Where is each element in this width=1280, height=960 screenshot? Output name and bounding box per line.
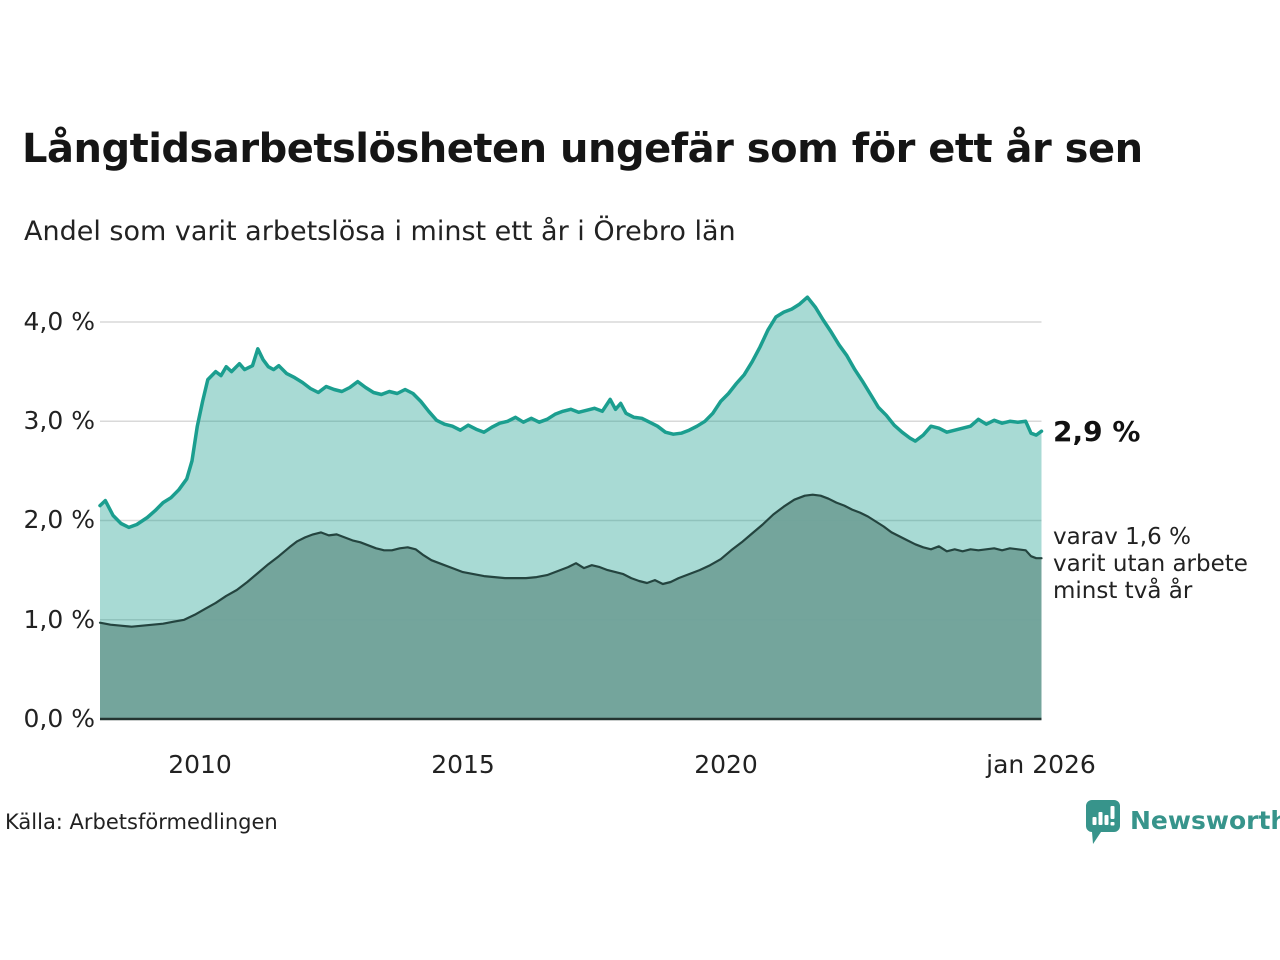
area-chart xyxy=(0,280,1280,800)
y-tick-3: 3,0 % xyxy=(23,406,95,435)
two-year-note-line2: varit utan arbete xyxy=(1053,551,1248,577)
y-tick-1: 1,0 % xyxy=(23,605,95,634)
newsworthy-branding: Newsworthy xyxy=(1085,799,1280,849)
y-tick-4: 4,0 % xyxy=(23,307,95,336)
area-chart-canvas xyxy=(98,295,1044,721)
newsworthy-wordmark: Newsworthy xyxy=(1130,806,1280,835)
x-tick-2020: 2020 xyxy=(694,750,758,779)
newsworthy-logo-icon xyxy=(1086,800,1120,844)
source-credit: Källa: Arbetsförmedlingen xyxy=(5,810,278,834)
y-tick-2: 2,0 % xyxy=(23,505,95,534)
latest-value-label: 2,9 % xyxy=(1053,415,1141,448)
chart-subtitle: Andel som varit arbetslösa i minst ett å… xyxy=(24,216,736,247)
x-tick-jan-2026: jan 2026 xyxy=(986,750,1096,779)
x-tick-2010: 2010 xyxy=(168,750,232,779)
page-title: Långtidsarbetslösheten ungefär som för e… xyxy=(22,126,1143,172)
y-tick-0: 0,0 % xyxy=(23,704,95,733)
two-year-note-line1: varav 1,6 % xyxy=(1053,524,1191,550)
x-tick-2015: 2015 xyxy=(431,750,495,779)
two-year-note-line3: minst två år xyxy=(1053,578,1193,604)
two-year-note: varav 1,6 % varit utan arbete minst två … xyxy=(1053,524,1248,605)
